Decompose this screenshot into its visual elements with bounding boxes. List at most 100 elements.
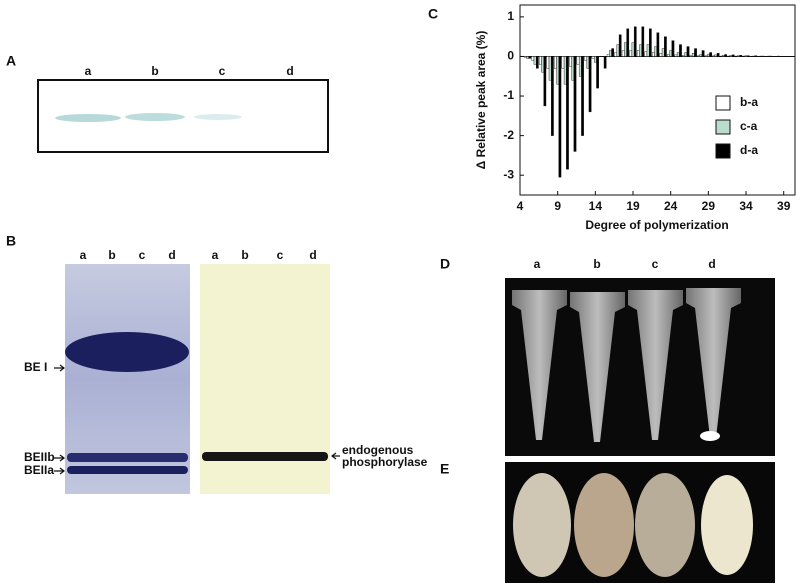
bar <box>694 49 696 57</box>
bar <box>559 56 561 177</box>
bar <box>627 29 629 57</box>
legend-label: b-a <box>740 95 758 109</box>
bar <box>617 45 619 57</box>
bar <box>551 56 553 135</box>
bar <box>725 54 727 56</box>
y-tick-label: -2 <box>503 128 514 142</box>
legend-swatch <box>716 144 730 158</box>
bar <box>622 51 624 57</box>
bar <box>745 56 747 57</box>
bar <box>526 56 528 58</box>
bar <box>702 51 704 57</box>
bar <box>670 51 672 57</box>
legend-swatch <box>716 120 730 134</box>
bar <box>755 56 757 57</box>
bar <box>609 51 611 57</box>
bar <box>634 27 636 57</box>
bar <box>705 56 707 57</box>
x-tick-label: 9 <box>554 199 561 213</box>
x-tick-label: 24 <box>664 199 678 213</box>
band-label: BE I <box>24 360 47 374</box>
grain <box>635 473 695 577</box>
bar <box>524 56 526 57</box>
bar <box>630 51 632 57</box>
bar <box>657 33 659 57</box>
lane-label: a <box>85 64 92 78</box>
panel-letter: A <box>6 53 16 69</box>
bar <box>747 56 749 57</box>
panel-letter: D <box>440 256 450 272</box>
bar <box>660 53 662 56</box>
bar <box>675 55 677 57</box>
lane-label: b <box>241 248 248 262</box>
bar <box>667 54 669 56</box>
bar <box>740 55 742 56</box>
bar <box>581 56 583 135</box>
bar <box>557 56 559 84</box>
bar <box>672 41 674 57</box>
legend-label: d-a <box>740 143 758 157</box>
bar <box>562 56 564 68</box>
lane-label: d <box>708 257 715 271</box>
y-tick-label: 1 <box>507 9 514 23</box>
lane-label: b <box>151 64 158 78</box>
band <box>125 113 185 121</box>
bar <box>685 53 687 57</box>
bar <box>687 47 689 57</box>
x-tick-label: 34 <box>739 199 753 213</box>
band <box>55 114 121 122</box>
x-tick-label: 4 <box>517 199 524 213</box>
bar <box>654 47 656 57</box>
bar <box>534 56 536 64</box>
bar <box>662 49 664 57</box>
lane-label: b <box>593 257 600 271</box>
bar <box>709 53 711 57</box>
bar <box>677 53 679 57</box>
bar <box>652 53 654 57</box>
bar <box>544 56 546 105</box>
bar <box>713 56 715 57</box>
bar <box>584 56 586 60</box>
lane-label: d <box>286 64 293 78</box>
bar <box>682 55 684 56</box>
x-tick-label: 14 <box>589 199 603 213</box>
bar <box>604 56 606 68</box>
band-label: phosphorylase <box>342 455 428 469</box>
bar <box>715 55 717 57</box>
bar <box>541 56 543 72</box>
bar <box>730 55 732 56</box>
band-label: BEIIa <box>24 463 54 477</box>
bar <box>690 55 692 56</box>
x-tick-label: 39 <box>777 199 791 213</box>
pellet <box>700 431 720 441</box>
legend-label: c-a <box>740 119 758 133</box>
lane-label: d <box>168 248 175 262</box>
bar <box>615 53 617 57</box>
bar <box>619 35 621 57</box>
bar <box>564 56 566 84</box>
bar <box>569 56 571 66</box>
bar <box>532 56 534 60</box>
x-tick-label: 19 <box>626 199 640 213</box>
panel-letter: C <box>428 6 438 22</box>
bar <box>579 56 581 76</box>
bar <box>700 54 702 56</box>
band <box>67 466 188 474</box>
lane-label: a <box>80 248 87 262</box>
bar <box>592 56 594 58</box>
bar <box>707 54 709 56</box>
panel-letter: E <box>440 461 449 477</box>
band-label: BEIIb <box>24 450 55 464</box>
band <box>65 332 189 372</box>
bar <box>649 29 651 57</box>
lane-label: d <box>309 248 316 262</box>
bar <box>594 56 596 62</box>
lane-label: a <box>534 257 541 271</box>
x-axis-label: Degree of polymerization <box>585 218 728 232</box>
bar <box>596 56 598 88</box>
bar <box>539 56 541 64</box>
band <box>202 452 328 461</box>
y-tick-label: -3 <box>503 167 514 181</box>
bar <box>607 54 609 56</box>
bar <box>737 56 739 57</box>
